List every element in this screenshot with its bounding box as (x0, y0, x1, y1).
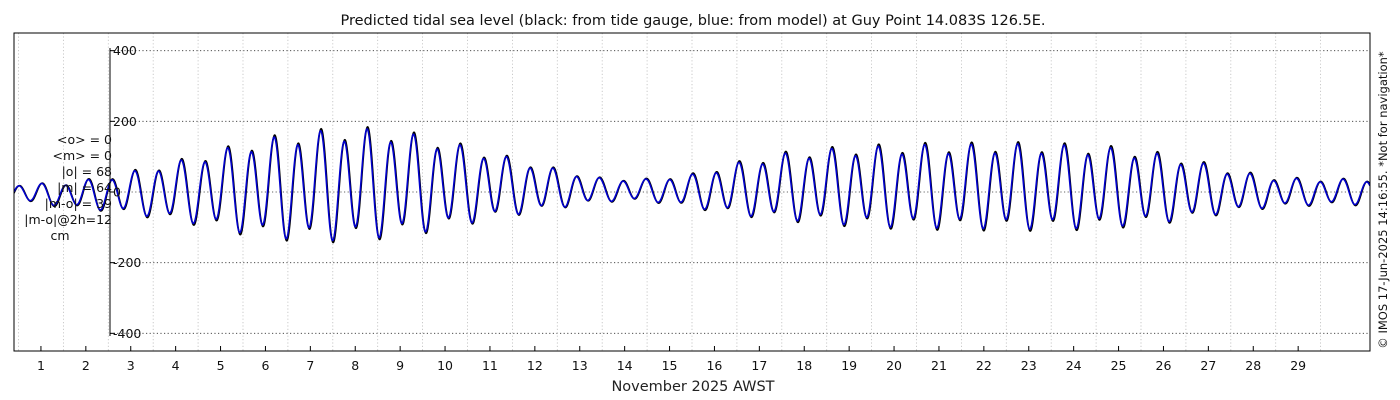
y-tick-label: -400 (113, 326, 141, 341)
x-tick-label: 6 (261, 358, 269, 373)
x-tick-label: 21 (931, 358, 947, 373)
x-tick-label: 9 (396, 358, 404, 373)
x-tick-label: 27 (1200, 358, 1216, 373)
credit-text: © IMOS 17-Jun-2025 14:16:55. *Not for na… (1376, 51, 1390, 349)
stat-abs-obs: |o| = 68 (61, 164, 112, 179)
x-tick-label: 5 (217, 358, 225, 373)
stat-abs-model: |m| = 64 (57, 180, 112, 195)
x-tick-label: 26 (1156, 358, 1172, 373)
y-tick-label: -200 (113, 255, 141, 270)
x-tick-label: 16 (706, 358, 722, 373)
y-tick-label: 0 (113, 185, 121, 200)
x-axis-ticks: 1 2 3 4 5 6 7 8 9 10 11 12 13 14 15 16 17 18 19 20 21 22 23 24 2… (37, 346, 1306, 373)
x-tick-label: 1 (37, 358, 45, 373)
x-tick-label: 19 (841, 358, 857, 373)
x-tick-label: 8 (351, 358, 359, 373)
y-tick-label: 400 (113, 43, 137, 58)
stat-unit: cm (50, 228, 70, 243)
stat-abs-diff: |m-o| = 39 (44, 196, 112, 211)
x-tick-label: 2 (82, 358, 90, 373)
stat-mean-obs: <o> = 0 (57, 132, 112, 147)
x-tick-label: 7 (306, 358, 314, 373)
y-axis-ticks: -400 -200 0 200 400 (110, 43, 141, 341)
plot-frame (13, 32, 1371, 352)
grid-lines (18, 33, 1370, 351)
data-series (14, 126, 1370, 244)
stat-mean-model: <m> = 0 (52, 148, 113, 163)
x-tick-label: 12 (527, 358, 543, 373)
x-tick-label: 20 (886, 358, 902, 373)
x-tick-label: 4 (172, 358, 180, 373)
stat-abs-diff-2h: |m-o|@2h=12 (24, 212, 112, 227)
chart-title: Predicted tidal sea level (black: from t… (340, 13, 1045, 29)
x-tick-label: 14 (617, 358, 633, 373)
x-tick-label: 24 (1066, 358, 1082, 373)
x-tick-label: 17 (751, 358, 767, 373)
x-tick-label: 15 (662, 358, 678, 373)
statistics-panel: <o> = 0 <m> = 0 |o| = 68 |m| = 64 |m-o| … (8, 132, 112, 244)
x-tick-label: 3 (127, 358, 135, 373)
series-line-tide-gauge (14, 126, 1370, 244)
x-tick-label: 25 (1111, 358, 1127, 373)
x-tick-label: 23 (1021, 358, 1037, 373)
x-tick-label: 18 (796, 358, 812, 373)
x-tick-label: 13 (572, 358, 588, 373)
x-tick-label: 22 (976, 358, 992, 373)
x-tick-label: 28 (1245, 358, 1261, 373)
x-tick-label: 29 (1290, 358, 1306, 373)
x-tick-label: 10 (437, 358, 453, 373)
x-axis-label: November 2025 AWST (611, 379, 774, 395)
x-tick-label: 11 (482, 358, 498, 373)
y-tick-label: 200 (113, 114, 137, 129)
series-line-model (14, 128, 1370, 242)
